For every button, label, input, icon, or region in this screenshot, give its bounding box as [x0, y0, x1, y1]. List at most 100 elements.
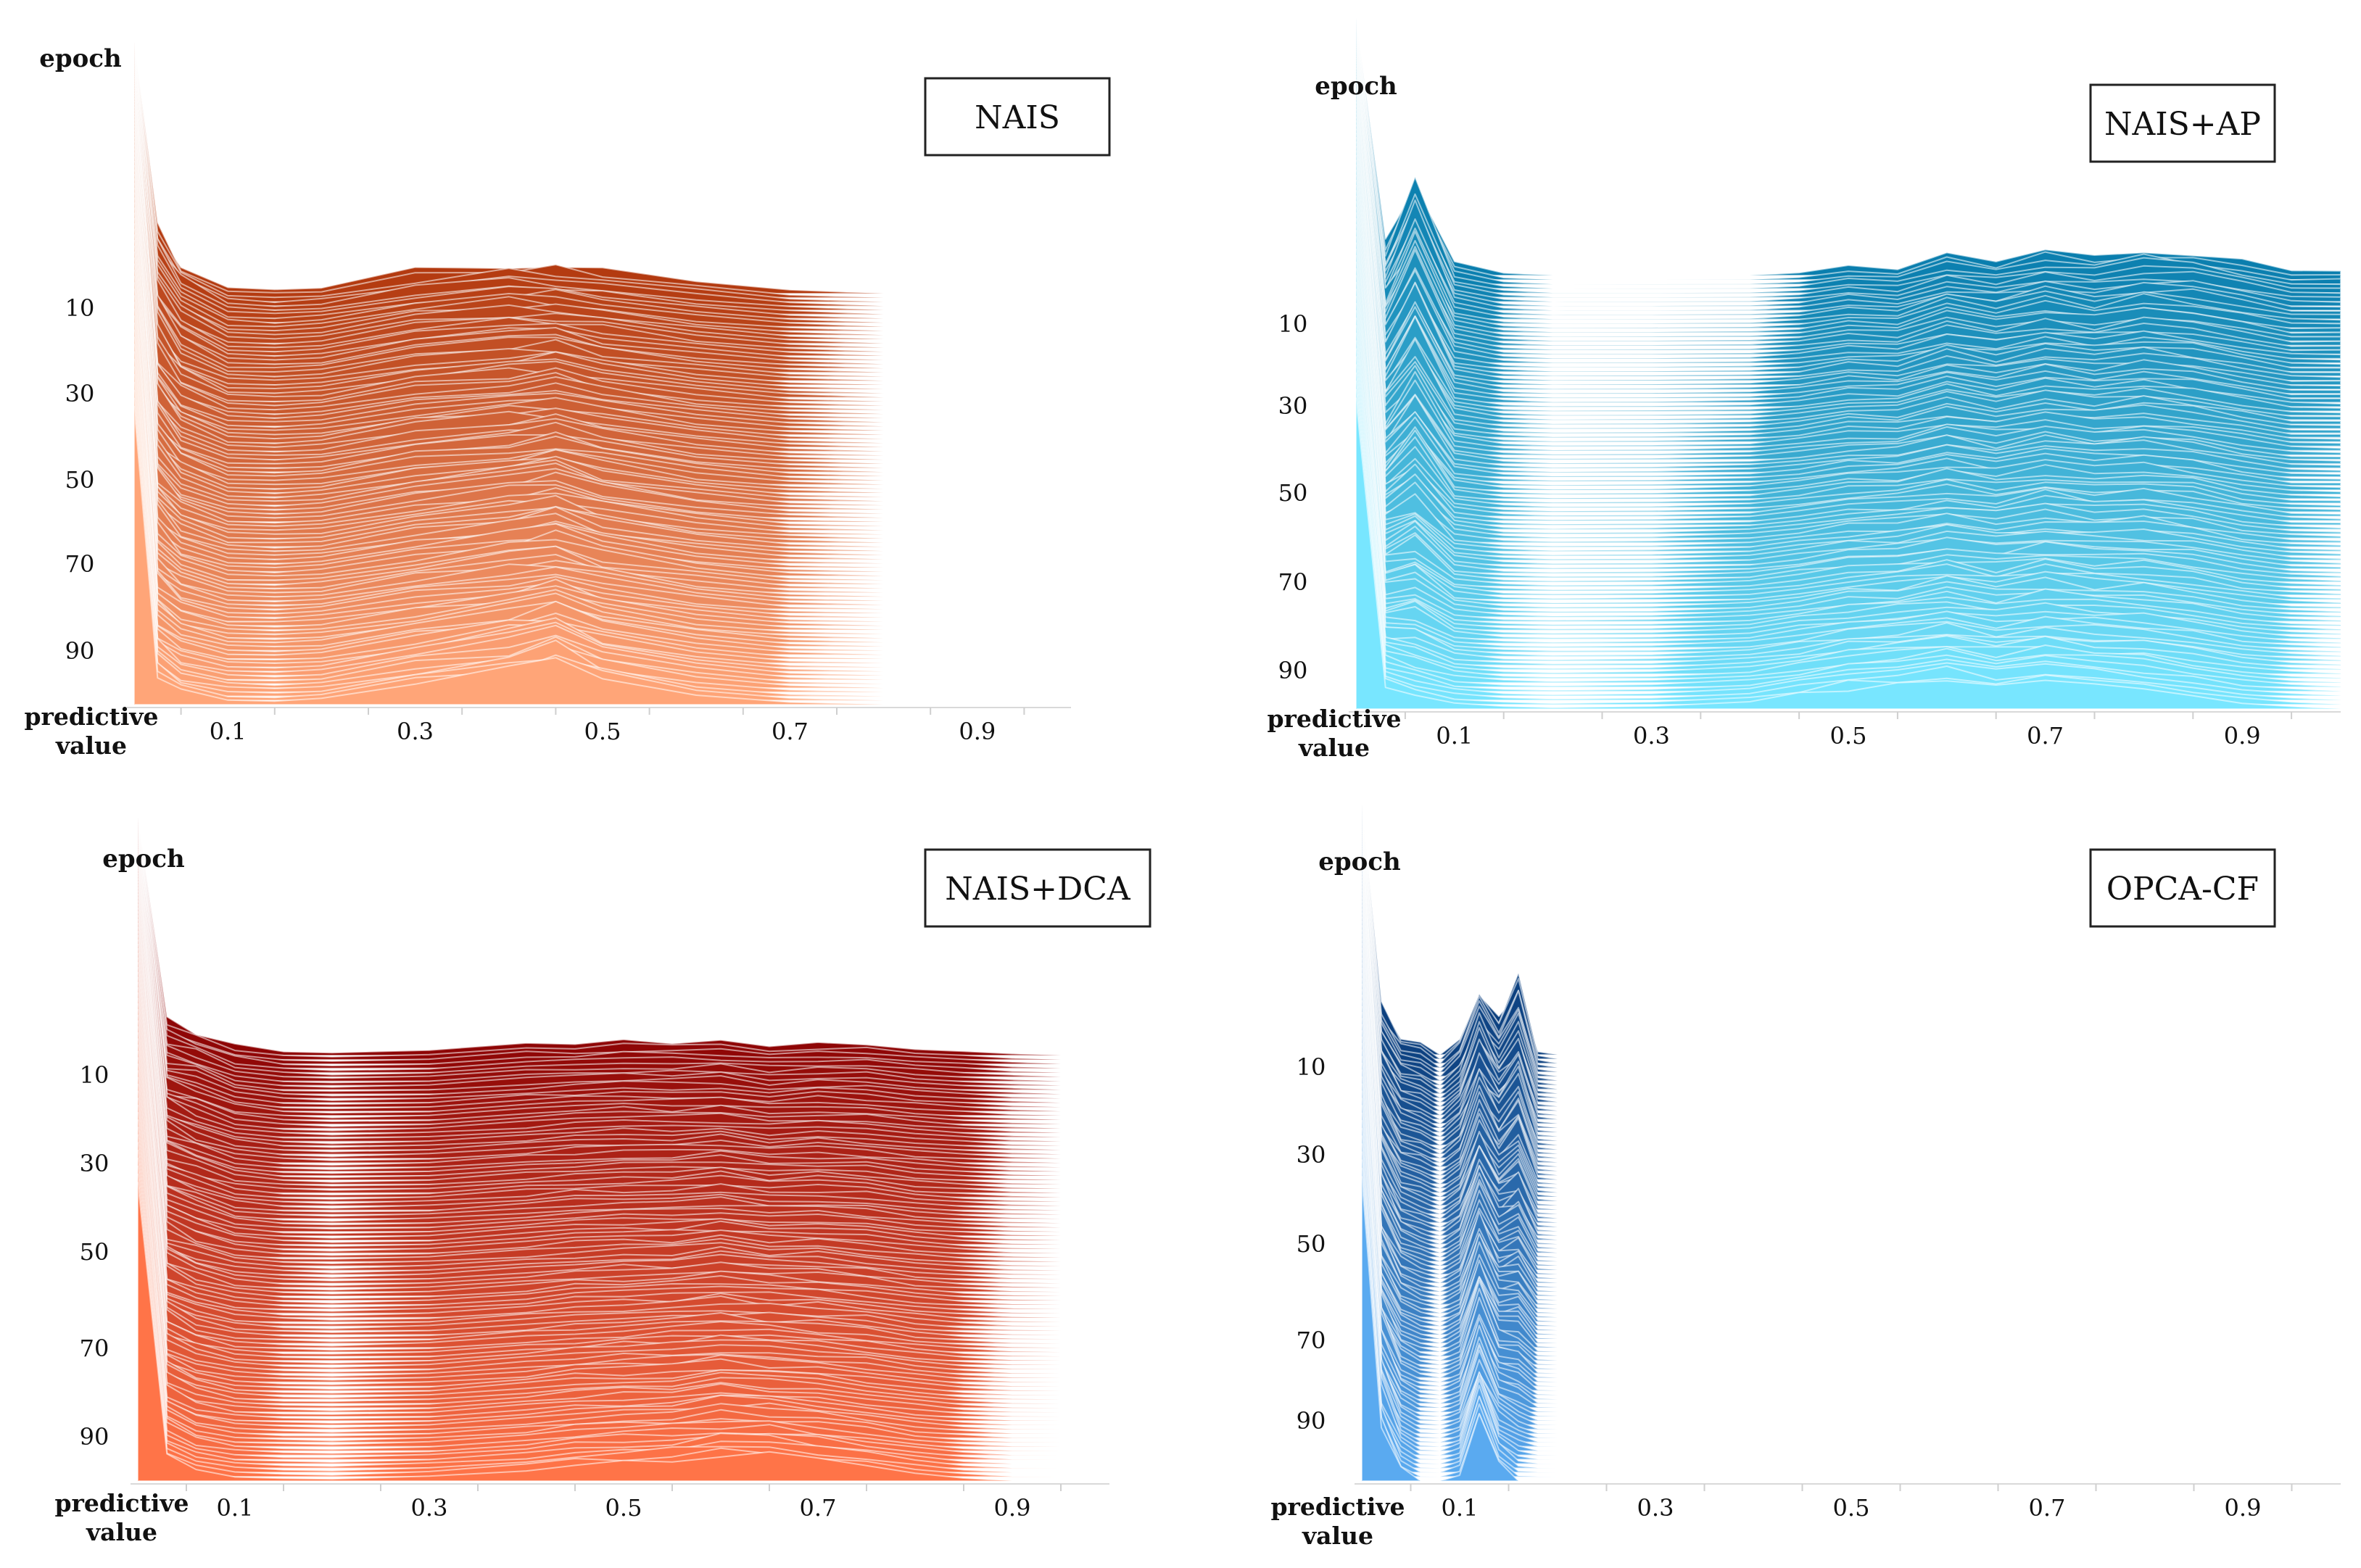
ridge-epoch-30: [137, 845, 1110, 1181]
ridge-epoch-15: [133, 49, 1072, 353]
ridge-epoch-87: [137, 1083, 1110, 1426]
ridge-epoch-41: [1361, 858, 2341, 1228]
y-axis-label: epoch: [1318, 847, 1401, 876]
ridge-epoch-35: [133, 80, 1072, 436]
ridge-epoch-42: [137, 872, 1110, 1233]
ridge-epoch-1: [137, 817, 1110, 1056]
ridge-epoch-76: [133, 239, 1072, 606]
ridge-epoch-70: [1361, 973, 2341, 1353]
ridge-epoch-81: [137, 1044, 1110, 1401]
ridge-epoch-2: [137, 817, 1110, 1061]
ridge-epoch-22: [133, 57, 1072, 382]
ridge-epoch-78: [133, 251, 1072, 614]
ridge-epoch-49: [1355, 98, 2341, 486]
ridge-epoch-19: [133, 53, 1072, 370]
ridge-epoch-24: [137, 834, 1110, 1156]
ridge-epoch-52: [1355, 109, 2341, 500]
ridge-epoch-34: [137, 853, 1110, 1198]
ridge-epoch-50: [137, 897, 1110, 1267]
ridge-epoch-26: [137, 838, 1110, 1164]
title-frame: [2089, 83, 2276, 163]
y-tick-label: 90: [65, 637, 95, 665]
ridge-epoch-35: [137, 855, 1110, 1203]
ridge-epoch-42: [133, 98, 1072, 465]
ridge-epoch-50: [1355, 101, 2341, 491]
ridge-epoch-85: [1355, 281, 2341, 644]
ridge-epoch-7: [1355, 19, 2341, 303]
x-axis-label-line2: value: [86, 1518, 157, 1546]
ridge-epoch-46: [133, 109, 1072, 481]
x-axis-label-line2: value: [55, 731, 127, 760]
chart-title: NAIS+AP: [2104, 106, 2261, 143]
ridge-epoch-13: [137, 822, 1110, 1108]
x-tick-label: 0.9: [959, 718, 996, 745]
ridge-epoch-100: [1361, 1176, 2341, 1482]
ridge-epoch-22: [1355, 33, 2341, 368]
ridge-epoch-53: [137, 907, 1110, 1280]
ridge-epoch-46: [1355, 88, 2341, 473]
y-tick-label: 10: [1297, 1053, 1326, 1081]
y-tick-label: 30: [65, 380, 95, 407]
x-axis: 0.1 0.3 0.5 0.7 0.9: [1355, 1483, 2341, 1522]
ridge-epoch-18: [1355, 28, 2341, 351]
ridge-epoch-92: [1355, 332, 2341, 675]
ridge-epoch-44: [137, 878, 1110, 1241]
ridge-epoch-33: [133, 75, 1072, 428]
y-tick-label: 70: [80, 1335, 109, 1362]
ridge-epoch-96: [1355, 364, 2341, 692]
ridge-epoch-59: [1355, 136, 2341, 531]
ridge-epoch-12: [137, 821, 1110, 1104]
ridge-epoch-5: [137, 818, 1110, 1074]
y-axis: 10 30 50 70 90: [1278, 310, 1308, 684]
y-axis-label: epoch: [1315, 72, 1397, 101]
ridge-epoch-35: [1355, 57, 2341, 426]
ridge-epoch-16: [133, 49, 1072, 357]
ridge-epoch-77: [133, 245, 1072, 610]
ridge-epoch-29: [137, 843, 1110, 1177]
ridge-epoch-97: [133, 381, 1072, 693]
ridge-epoch-93: [137, 1127, 1110, 1452]
ridge-epoch-20: [133, 54, 1072, 373]
ridge-epoch-11: [1361, 808, 2341, 1099]
chart-title-box: OPCA-CF: [2089, 848, 2276, 928]
ridge-epoch-40: [137, 867, 1110, 1224]
ridge-epoch-20: [137, 829, 1110, 1138]
y-tick-label: 10: [1278, 310, 1308, 338]
ridge-epoch-9: [133, 43, 1072, 328]
ridge-epoch-47: [1355, 91, 2341, 478]
title-frame: [924, 848, 1151, 928]
ridge-epoch-22: [137, 831, 1110, 1147]
ridge-epoch-70: [1355, 190, 2341, 578]
panel-opca-cf: 0.1 0.3 0.5 0.7 0.9 10 30 50 70 90 epoch predictive…: [1270, 804, 2341, 1550]
chart-title: NAIS: [975, 99, 1060, 136]
ridge-epoch-10: [137, 820, 1110, 1095]
y-axis: 10 30 50 70 90: [80, 1061, 109, 1451]
y-axis: 10 30 50 70 90: [65, 294, 95, 665]
ridge-epoch-82: [1355, 261, 2341, 631]
x-axis-label-line1: predictive: [24, 702, 158, 731]
title-frame: [2089, 848, 2276, 928]
ridge-epoch-10: [133, 44, 1072, 332]
ridge-epoch-30: [1355, 46, 2341, 404]
ridge-epoch-29: [133, 68, 1072, 411]
ridge-epoch-15: [137, 824, 1110, 1116]
ridge-epoch-46: [137, 884, 1110, 1250]
ridge-epoch-26: [133, 62, 1072, 399]
ridge-epoch-27: [137, 839, 1110, 1169]
ridge-epoch-23: [137, 833, 1110, 1151]
ridge-epoch-95: [1355, 356, 2341, 688]
ridge-epoch-9: [1355, 20, 2341, 312]
ridge-epoch-14: [1355, 24, 2341, 333]
ridge-epoch-89: [137, 1098, 1110, 1435]
ridge-epoch-19: [137, 828, 1110, 1134]
ridge-epoch-80: [1355, 249, 2341, 623]
ridge-epoch-99: [137, 1173, 1110, 1478]
ridge-epoch-33: [1355, 53, 2341, 417]
ridge-epoch-24: [1355, 36, 2341, 377]
ridge-epoch-74: [1355, 212, 2341, 596]
ridge-epoch-4: [1361, 804, 2341, 1069]
ridge-epoch-12: [1355, 22, 2341, 325]
ridge-epoch-56: [133, 144, 1072, 523]
ridge-epoch-75: [1355, 217, 2341, 600]
